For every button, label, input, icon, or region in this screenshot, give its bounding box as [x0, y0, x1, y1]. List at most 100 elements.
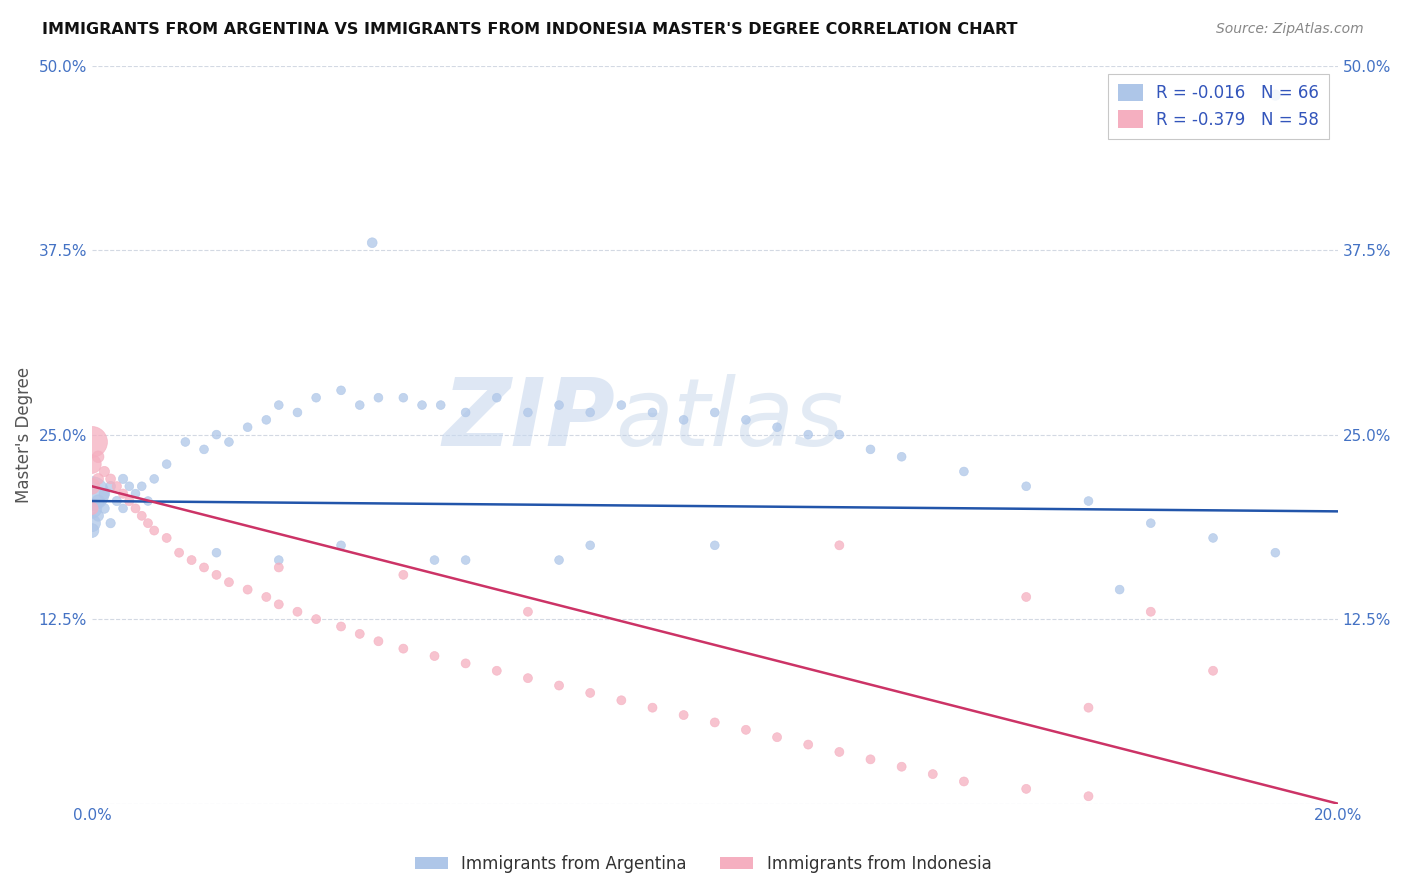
- Point: [349, 398, 371, 412]
- Point: [766, 420, 789, 434]
- Point: [87, 508, 110, 523]
- Point: [548, 679, 571, 693]
- Point: [703, 538, 725, 552]
- Text: Source: ZipAtlas.com: Source: ZipAtlas.com: [1216, 22, 1364, 37]
- Point: [267, 553, 290, 567]
- Point: [267, 598, 290, 612]
- Point: [516, 671, 538, 685]
- Point: [193, 560, 215, 574]
- Point: [828, 427, 851, 442]
- Point: [1139, 605, 1161, 619]
- Point: [100, 479, 122, 493]
- Point: [797, 738, 820, 752]
- Point: [236, 420, 259, 434]
- Point: [579, 405, 602, 419]
- Point: [1015, 590, 1038, 604]
- Point: [254, 413, 277, 427]
- Point: [485, 664, 508, 678]
- Point: [124, 501, 146, 516]
- Point: [267, 560, 290, 574]
- Point: [423, 553, 446, 567]
- Text: ZIP: ZIP: [443, 374, 614, 466]
- Point: [1108, 582, 1130, 597]
- Point: [330, 538, 353, 552]
- Point: [579, 538, 602, 552]
- Point: [80, 501, 103, 516]
- Point: [548, 398, 571, 412]
- Point: [205, 546, 228, 560]
- Point: [641, 405, 664, 419]
- Point: [1202, 531, 1225, 545]
- Point: [1077, 789, 1099, 804]
- Point: [610, 398, 633, 412]
- Point: [218, 575, 240, 590]
- Point: [392, 391, 415, 405]
- Point: [143, 524, 166, 538]
- Text: IMMIGRANTS FROM ARGENTINA VS IMMIGRANTS FROM INDONESIA MASTER'S DEGREE CORRELATI: IMMIGRANTS FROM ARGENTINA VS IMMIGRANTS …: [42, 22, 1018, 37]
- Point: [118, 479, 141, 493]
- Point: [548, 553, 571, 567]
- Point: [735, 413, 758, 427]
- Point: [890, 450, 912, 464]
- Point: [118, 494, 141, 508]
- Point: [735, 723, 758, 737]
- Point: [87, 450, 110, 464]
- Point: [93, 486, 115, 500]
- Y-axis label: Master's Degree: Master's Degree: [15, 367, 32, 503]
- Point: [859, 442, 882, 457]
- Point: [454, 405, 477, 419]
- Point: [80, 479, 103, 493]
- Point: [429, 398, 451, 412]
- Legend: Immigrants from Argentina, Immigrants from Indonesia: Immigrants from Argentina, Immigrants fr…: [408, 848, 998, 880]
- Point: [953, 465, 976, 479]
- Point: [136, 516, 159, 531]
- Point: [143, 472, 166, 486]
- Point: [1264, 546, 1286, 560]
- Point: [1015, 781, 1038, 796]
- Point: [180, 553, 202, 567]
- Point: [218, 435, 240, 450]
- Point: [112, 472, 135, 486]
- Point: [174, 435, 197, 450]
- Point: [136, 494, 159, 508]
- Point: [156, 457, 179, 471]
- Point: [423, 648, 446, 663]
- Point: [287, 405, 309, 419]
- Point: [287, 605, 309, 619]
- Point: [193, 442, 215, 457]
- Point: [156, 531, 179, 545]
- Point: [1139, 516, 1161, 531]
- Point: [349, 627, 371, 641]
- Point: [112, 501, 135, 516]
- Point: [124, 486, 146, 500]
- Point: [112, 486, 135, 500]
- Point: [672, 413, 695, 427]
- Point: [330, 384, 353, 398]
- Point: [131, 479, 153, 493]
- Point: [454, 553, 477, 567]
- Point: [367, 634, 389, 648]
- Point: [205, 567, 228, 582]
- Point: [80, 516, 103, 531]
- Point: [610, 693, 633, 707]
- Point: [167, 546, 190, 560]
- Point: [367, 391, 389, 405]
- Point: [80, 435, 103, 450]
- Point: [797, 427, 820, 442]
- Point: [485, 391, 508, 405]
- Point: [1015, 479, 1038, 493]
- Point: [80, 457, 103, 471]
- Point: [87, 494, 110, 508]
- Point: [579, 686, 602, 700]
- Point: [766, 730, 789, 744]
- Point: [80, 524, 103, 538]
- Point: [254, 590, 277, 604]
- Point: [93, 501, 115, 516]
- Point: [1264, 88, 1286, 103]
- Point: [236, 582, 259, 597]
- Point: [859, 752, 882, 766]
- Point: [392, 567, 415, 582]
- Point: [267, 398, 290, 412]
- Point: [703, 405, 725, 419]
- Point: [953, 774, 976, 789]
